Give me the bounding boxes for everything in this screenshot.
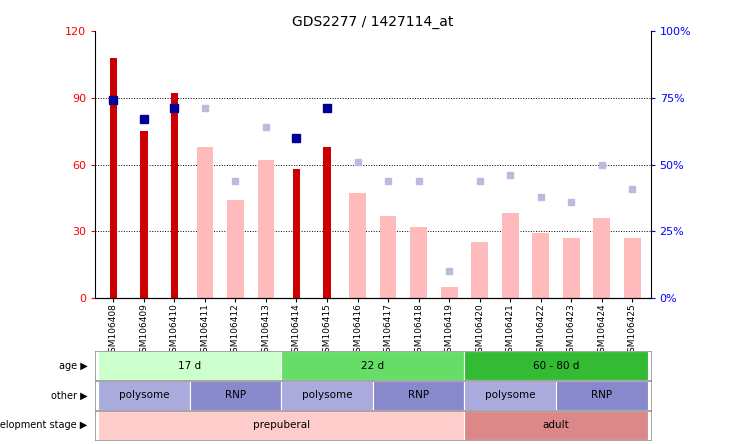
Text: 17 d: 17 d: [178, 361, 201, 371]
Bar: [98, 411, 464, 440]
Text: 22 d: 22 d: [361, 361, 385, 371]
Text: polysome: polysome: [302, 390, 352, 400]
Bar: [281, 351, 464, 380]
Text: adult: adult: [542, 420, 569, 430]
Bar: [532, 234, 549, 298]
Text: prepuberal: prepuberal: [253, 420, 310, 430]
Bar: [624, 238, 640, 298]
Text: other ▶: other ▶: [51, 390, 88, 400]
Bar: [98, 351, 281, 380]
Bar: [281, 381, 373, 410]
Bar: [170, 93, 178, 298]
Bar: [257, 160, 274, 298]
Bar: [464, 381, 556, 410]
Bar: [464, 411, 648, 440]
Bar: [98, 381, 189, 410]
Bar: [379, 216, 396, 298]
Text: development stage ▶: development stage ▶: [0, 420, 88, 430]
Bar: [373, 381, 464, 410]
Text: 60 - 80 d: 60 - 80 d: [533, 361, 579, 371]
Bar: [292, 169, 300, 298]
Bar: [441, 287, 458, 298]
Text: RNP: RNP: [408, 390, 429, 400]
Text: polysome: polysome: [485, 390, 535, 400]
Bar: [410, 227, 427, 298]
Bar: [563, 238, 580, 298]
Title: GDS2277 / 1427114_at: GDS2277 / 1427114_at: [292, 15, 453, 29]
Bar: [556, 381, 648, 410]
Bar: [323, 147, 331, 298]
Bar: [227, 200, 244, 298]
Text: RNP: RNP: [225, 390, 246, 400]
Bar: [464, 351, 648, 380]
Text: polysome: polysome: [118, 390, 169, 400]
Bar: [471, 242, 488, 298]
Bar: [501, 214, 518, 298]
Bar: [197, 147, 213, 298]
Bar: [349, 194, 366, 298]
Text: age ▶: age ▶: [59, 361, 88, 371]
Bar: [189, 381, 281, 410]
Text: RNP: RNP: [591, 390, 613, 400]
Bar: [110, 58, 117, 298]
Bar: [140, 131, 148, 298]
Bar: [594, 218, 610, 298]
